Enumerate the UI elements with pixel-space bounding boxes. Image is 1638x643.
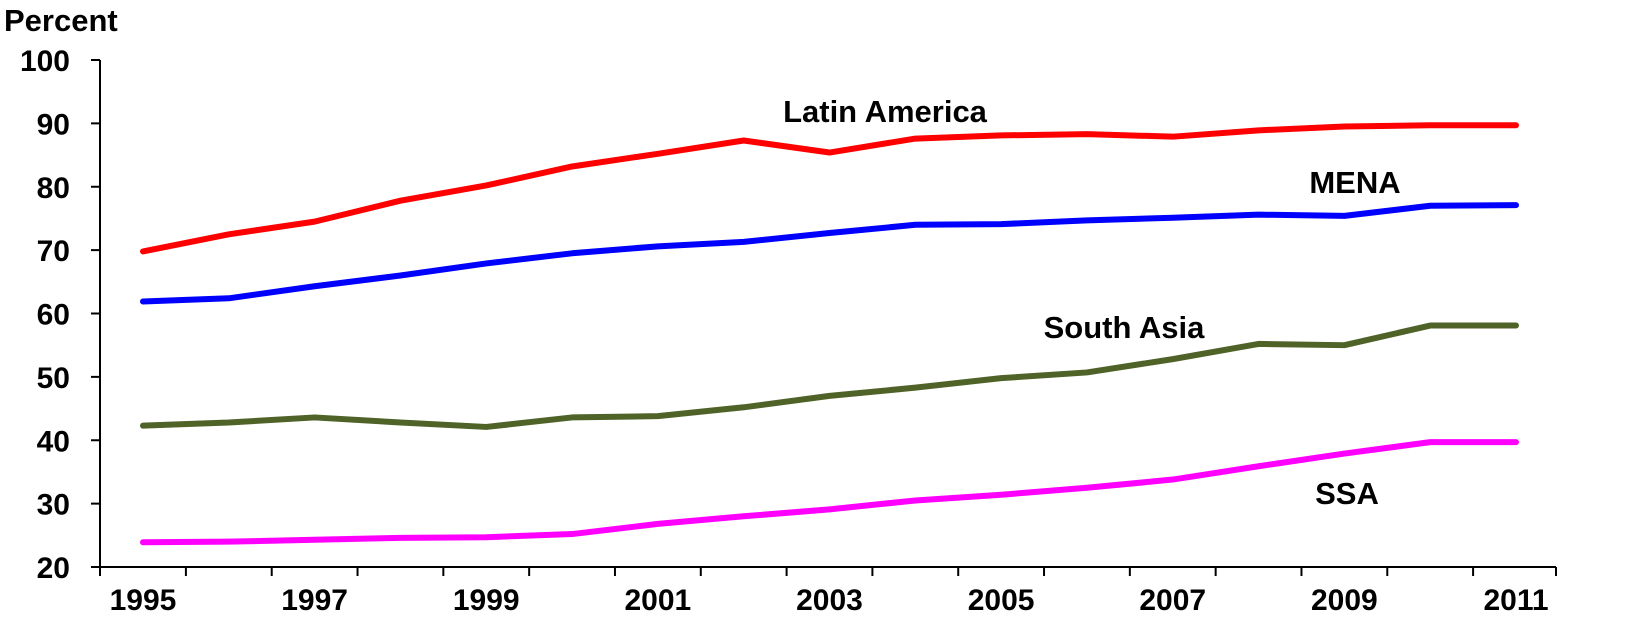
y-tick-label: 90 <box>37 108 70 141</box>
series-line-mena <box>140 202 1519 305</box>
y-axis-ticks: 20 30 40 50 60 70 80 90 100 <box>20 45 100 585</box>
x-tick-label: 1997 <box>281 584 348 617</box>
x-tick-label: 2003 <box>796 584 863 617</box>
y-tick-label: 30 <box>37 489 70 522</box>
series-label-south-asia: South Asia <box>1044 310 1206 345</box>
series-labels: Latin America MENA South Asia SSA <box>783 94 1401 511</box>
x-tick-label: 2011 <box>1483 584 1548 617</box>
y-tick-label: 60 <box>37 299 70 332</box>
x-axis-ticks: 1995 1997 1999 2001 2003 2005 2007 2009 2011 <box>99 567 1557 617</box>
series-line-ssa <box>140 439 1519 546</box>
x-tick-label: 2009 <box>1311 584 1378 617</box>
x-tick-label: 2001 <box>625 584 692 617</box>
y-tick-label: 40 <box>37 425 70 458</box>
series-line-south-asia <box>140 322 1519 430</box>
y-tick-label: 50 <box>37 362 70 395</box>
y-tick-label: 80 <box>37 172 70 205</box>
y-tick-label: 70 <box>37 235 70 268</box>
x-tick-label: 1999 <box>453 584 520 617</box>
x-tick-label: 2007 <box>1139 584 1206 617</box>
y-axis-unit-label: Percent <box>4 3 118 38</box>
x-tick-label: 1995 <box>110 584 177 617</box>
series-label-latin-america: Latin America <box>783 94 988 129</box>
series-label-mena: MENA <box>1309 165 1400 200</box>
y-tick-label: 20 <box>37 552 70 585</box>
y-tick-label: 100 <box>20 45 70 78</box>
series-label-ssa: SSA <box>1315 476 1379 511</box>
series-line-latin-america <box>140 122 1519 255</box>
x-tick-label: 2005 <box>968 584 1035 617</box>
series-lines <box>140 122 1519 546</box>
